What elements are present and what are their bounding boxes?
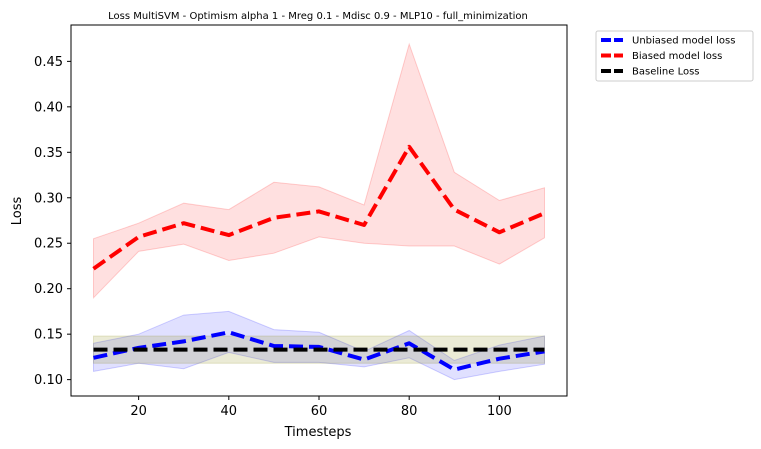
y-tick-label: 0.25 xyxy=(34,237,63,252)
legend-box xyxy=(595,30,754,82)
y-tick-label: 0.15 xyxy=(34,328,63,343)
x-axis-label: Timesteps xyxy=(284,425,352,440)
line-series-0 xyxy=(93,330,545,372)
band-series-1 xyxy=(93,42,545,300)
x-tick-label: 60 xyxy=(311,404,328,419)
x-tick-label: 40 xyxy=(221,404,238,419)
y-tick-label: 0.45 xyxy=(34,55,63,70)
chart-title: Loss MultiSVM - Optimism alpha 1 - Mreg … xyxy=(108,11,528,22)
series-lines xyxy=(92,144,546,372)
y-axis-label: Loss xyxy=(10,197,25,226)
y-tick-label: 0.20 xyxy=(34,282,63,297)
y-tick-label: 0.40 xyxy=(34,100,63,115)
legend-label-series-0: Unbiased model loss xyxy=(632,36,735,47)
y-axis-ticks: 0.10 0.15 0.20 0.25 0.30 0.35 0.40 0.45 xyxy=(34,55,71,388)
x-axis-ticks: 20 40 60 80 100 xyxy=(130,396,512,419)
y-tick-label: 0.30 xyxy=(34,191,63,206)
x-tick-label: 80 xyxy=(401,404,418,419)
y-tick-label: 0.10 xyxy=(34,373,63,388)
legend-label-series-2: Baseline Loss xyxy=(632,67,700,78)
x-tick-label: 100 xyxy=(487,404,512,419)
x-tick-label: 20 xyxy=(130,404,147,419)
legend-label-series-1: Biased model loss xyxy=(632,51,722,62)
y-tick-label: 0.35 xyxy=(34,146,63,161)
legend: Unbiased model loss Biased model loss Base… xyxy=(595,30,754,82)
line-series-1 xyxy=(92,144,546,271)
